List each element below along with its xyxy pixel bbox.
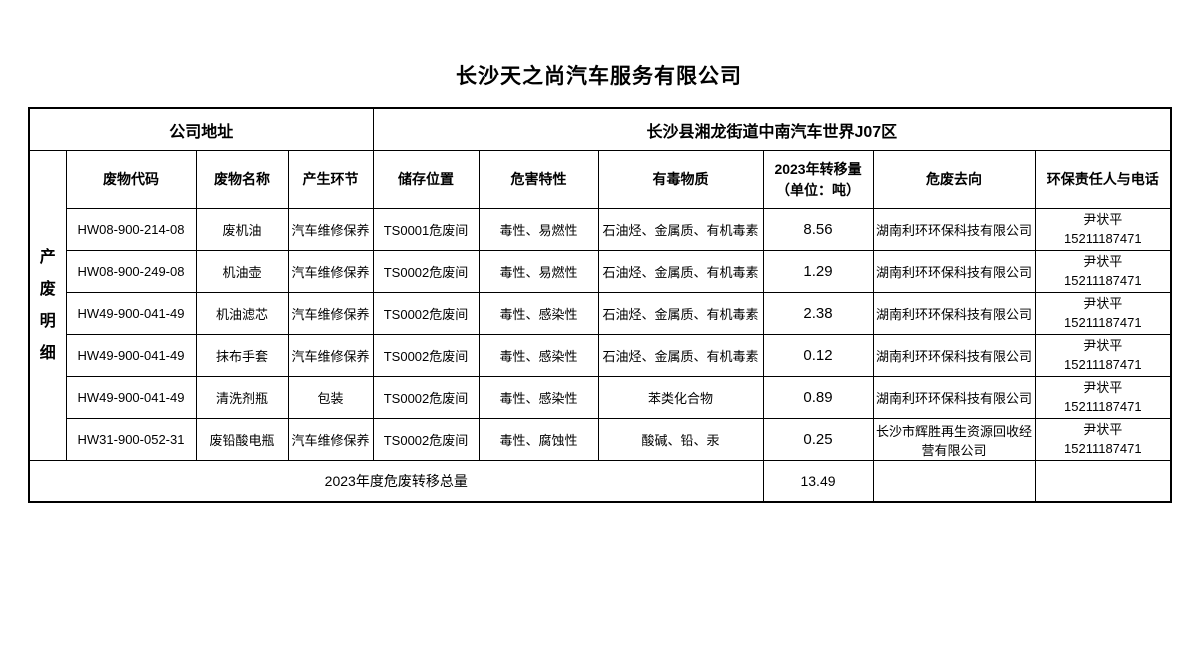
cell-waste-name: 废铅酸电瓶	[195, 418, 289, 461]
cell-waste-code: HW49-900-041-49	[65, 334, 197, 377]
contact-name: 尹状平	[1083, 337, 1123, 353]
cell-destination: 湖南利环环保科技有限公司	[872, 292, 1036, 335]
cell-waste-code: HW31-900-052-31	[65, 418, 197, 461]
cell-contact: 尹状平 15211187471	[1034, 418, 1172, 461]
col-header-transfer-amount: 2023年转移量 （单位：吨）	[762, 150, 874, 209]
col-header-storage: 储存位置	[372, 150, 480, 209]
contact-phone: 15211187471	[1064, 314, 1142, 330]
cell-contact: 尹状平 15211187471	[1034, 250, 1172, 293]
cell-hazard: 毒性、腐蚀性	[478, 418, 599, 461]
col-header-toxic: 有毒物质	[597, 150, 764, 209]
cell-waste-code: HW08-900-214-08	[65, 208, 197, 251]
col-header-hazard: 危害特性	[478, 150, 599, 209]
contact-name: 尹状平	[1083, 295, 1123, 311]
company-address-value: 长沙县湘龙街道中南汽车世界J07区	[372, 107, 1172, 151]
cell-amount: 0.89	[762, 376, 874, 419]
total-label: 2023年度危废转移总量	[28, 460, 764, 503]
cell-storage: TS0002危废间	[372, 250, 480, 293]
contact-phone: 15211187471	[1064, 440, 1142, 456]
cell-storage: TS0001危废间	[372, 208, 480, 251]
cell-storage: TS0002危废间	[372, 292, 480, 335]
cell-waste-name: 机油壶	[195, 250, 289, 293]
cell-hazard: 毒性、感染性	[478, 376, 599, 419]
cell-toxic: 石油烃、金属质、有机毒素	[597, 292, 764, 335]
table-row: HW49-900-041-49 机油滤芯 汽车维修保养 TS0002危废间 毒性…	[29, 292, 1172, 335]
table-header-row: 产废明细 废物代码 废物名称 产生环节 储存位置 危害特性 有毒物质 2023年…	[28, 150, 1172, 461]
cell-stage: 包装	[287, 376, 374, 419]
cell-destination: 湖南利环环保科技有限公司	[872, 250, 1036, 293]
cell-toxic: 石油烃、金属质、有机毒素	[597, 334, 764, 377]
cell-amount: 8.56	[762, 208, 874, 251]
contact-name: 尹状平	[1083, 379, 1123, 395]
cell-waste-code: HW49-900-041-49	[65, 376, 197, 419]
cell-toxic: 石油烃、金属质、有机毒素	[597, 250, 764, 293]
contact-name: 尹状平	[1083, 421, 1123, 437]
contact-phone: 15211187471	[1064, 230, 1142, 246]
cell-stage: 汽车维修保养	[287, 418, 374, 461]
cell-amount: 1.29	[762, 250, 874, 293]
table-row: HW08-900-249-08 机油壶 汽车维修保养 TS0002危废间 毒性、…	[29, 250, 1172, 293]
cell-stage: 汽车维修保养	[287, 334, 374, 377]
total-destination-empty	[872, 460, 1036, 503]
cell-toxic: 酸碱、铅、汞	[597, 418, 764, 461]
contact-phone: 15211187471	[1064, 272, 1142, 288]
cell-contact: 尹状平 15211187471	[1034, 208, 1172, 251]
cell-waste-name: 清洗剂瓶	[195, 376, 289, 419]
col-header-waste-code: 废物代码	[65, 150, 197, 209]
cell-amount: 2.38	[762, 292, 874, 335]
cell-storage: TS0002危废间	[372, 334, 480, 377]
contact-name: 尹状平	[1083, 211, 1123, 227]
total-contact-empty	[1034, 460, 1172, 503]
table-row: HW31-900-052-31 废铅酸电瓶 汽车维修保养 TS0002危废间 毒…	[29, 418, 1172, 461]
hazardous-waste-table: 公司地址 长沙县湘龙街道中南汽车世界J07区 产废明细 废物代码 废物名称 产生…	[28, 107, 1173, 503]
cell-waste-name: 抹布手套	[195, 334, 289, 377]
cell-waste-code: HW49-900-041-49	[65, 292, 197, 335]
total-amount: 13.49	[762, 460, 874, 503]
company-address-label: 公司地址	[28, 107, 374, 151]
col-header-transfer-amount-line1: 2023年转移量	[774, 161, 862, 178]
cell-stage: 汽车维修保养	[287, 292, 374, 335]
table-row: HW49-900-041-49 抹布手套 汽车维修保养 TS0002危废间 毒性…	[29, 334, 1172, 377]
cell-amount: 0.25	[762, 418, 874, 461]
col-header-contact: 环保责任人与电话	[1034, 150, 1172, 209]
cell-destination: 湖南利环环保科技有限公司	[872, 376, 1036, 419]
side-header-waste-details: 产废明细	[28, 150, 67, 461]
col-header-waste-name: 废物名称	[195, 150, 289, 209]
cell-hazard: 毒性、易燃性	[478, 208, 599, 251]
table-row: HW08-900-214-08 废机油 汽车维修保养 TS0001危废间 毒性、…	[29, 208, 1172, 251]
cell-amount: 0.12	[762, 334, 874, 377]
cell-waste-name: 机油滤芯	[195, 292, 289, 335]
cell-contact: 尹状平 15211187471	[1034, 376, 1172, 419]
company-address-row: 公司地址 长沙县湘龙街道中南汽车世界J07区	[28, 107, 1172, 151]
cell-storage: TS0002危废间	[372, 418, 480, 461]
cell-destination: 湖南利环环保科技有限公司	[872, 334, 1036, 377]
cell-stage: 汽车维修保养	[287, 250, 374, 293]
cell-storage: TS0002危废间	[372, 376, 480, 419]
col-header-destination: 危废去向	[872, 150, 1036, 209]
page-title: 长沙天之尚汽车服务有限公司	[456, 65, 742, 88]
cell-destination: 长沙市辉胜再生资源回收经营有限公司	[872, 418, 1036, 461]
table-row: HW49-900-041-49 清洗剂瓶 包装 TS0002危废间 毒性、感染性…	[29, 376, 1172, 419]
contact-name: 尹状平	[1083, 253, 1123, 269]
cell-toxic: 苯类化合物	[597, 376, 764, 419]
cell-hazard: 毒性、易燃性	[478, 250, 599, 293]
col-header-transfer-amount-line2: （单位：吨）	[776, 181, 861, 198]
cell-toxic: 石油烃、金属质、有机毒素	[597, 208, 764, 251]
cell-hazard: 毒性、感染性	[478, 292, 599, 335]
total-row: 2023年度危废转移总量 13.49	[28, 460, 1172, 503]
cell-destination: 湖南利环环保科技有限公司	[872, 208, 1036, 251]
cell-hazard: 毒性、感染性	[478, 334, 599, 377]
contact-phone: 15211187471	[1064, 356, 1142, 372]
cell-waste-code: HW08-900-249-08	[65, 250, 197, 293]
contact-phone: 15211187471	[1064, 398, 1142, 414]
col-header-stage: 产生环节	[287, 150, 374, 209]
cell-contact: 尹状平 15211187471	[1034, 334, 1172, 377]
cell-contact: 尹状平 15211187471	[1034, 292, 1172, 335]
cell-stage: 汽车维修保养	[287, 208, 374, 251]
side-header-text: 产废明细	[39, 248, 56, 362]
cell-waste-name: 废机油	[195, 208, 289, 251]
